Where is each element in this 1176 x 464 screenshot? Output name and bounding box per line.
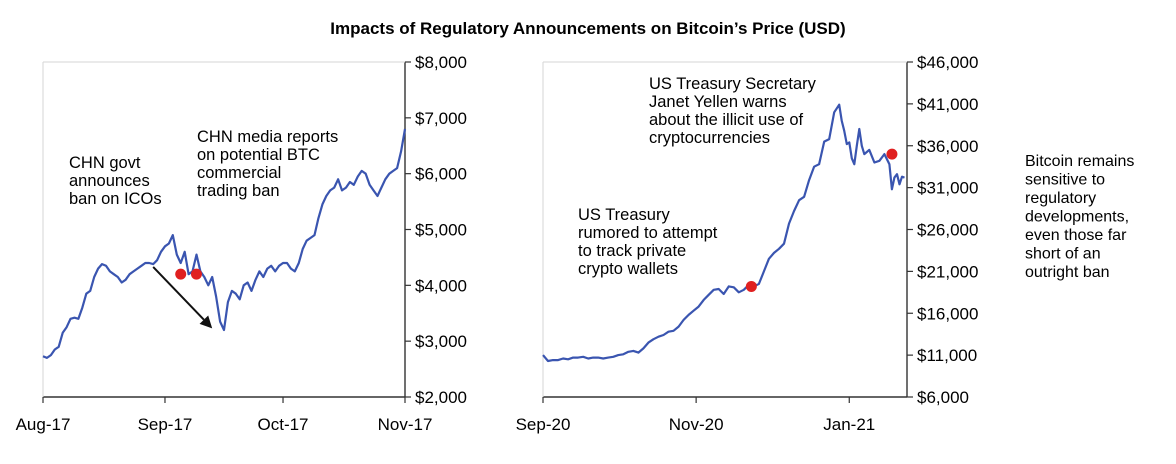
side-note-line: outright ban [1025, 264, 1110, 281]
side-note-line: short of an [1025, 246, 1101, 263]
chart-title: Impacts of Regulatory Announcements on B… [330, 19, 845, 38]
y-tick-label: $4,000 [415, 276, 467, 295]
side-note-line: regulatory [1025, 190, 1096, 207]
annotation-line: Janet Yellen warns [649, 93, 787, 111]
y-tick-label: $46,000 [917, 53, 978, 72]
annotation-line: rumored to attempt [578, 224, 718, 242]
annotation-line: US Treasury Secretary [649, 75, 817, 93]
event-marker [190, 268, 202, 280]
annotation-line: ban on ICOs [69, 190, 162, 208]
arrow-head [199, 315, 213, 329]
y-tick-label: $16,000 [917, 304, 978, 323]
y-tick-label: $6,000 [415, 165, 467, 184]
event-marker [886, 148, 898, 160]
y-tick-label: $26,000 [917, 221, 978, 240]
annotation-line: US Treasury [578, 206, 670, 224]
event-marker [745, 280, 757, 292]
side-note-line: even those far [1025, 227, 1127, 244]
x-tick-label: Nov-17 [378, 415, 433, 434]
x-tick-label: Sep-20 [516, 415, 571, 434]
annotation-line: on potential BTC [197, 146, 320, 164]
side-note-line: Bitcoin remains [1025, 153, 1134, 170]
y-tick-label: $5,000 [415, 221, 467, 240]
annotation-line: announces [69, 172, 150, 190]
left-price-line [42, 128, 407, 359]
y-tick-label: $8,000 [415, 53, 467, 72]
annotation-line: cryptocurrencies [649, 129, 770, 147]
side-note: Bitcoin remains sensitive to regulatory … [1025, 153, 1139, 281]
x-tick-label: Sep-17 [138, 415, 193, 434]
arrow-shaft [152, 266, 205, 321]
x-tick-label: Jan-21 [823, 415, 875, 434]
annotation-line: trading ban [197, 182, 280, 200]
x-tick-label: Aug-17 [16, 415, 71, 434]
annotation-line: about the illicit use of [649, 111, 804, 129]
event-marker [175, 268, 187, 280]
annotation-line: crypto wallets [578, 260, 678, 278]
y-tick-label: $3,000 [415, 332, 467, 351]
left-chart: $8,000 $7,000 $6,000 $5,000 $4,000 $3,000 $2,0… [16, 53, 467, 434]
x-tick-label: Nov-20 [669, 415, 724, 434]
side-note-line: sensitive to [1025, 172, 1105, 189]
right-chart: $46,000 $41,000 $36,000 $31,000 $26,000 $21,0… [516, 53, 979, 434]
y-tick-label: $41,000 [917, 95, 978, 114]
y-tick-label: $2,000 [415, 388, 467, 407]
right-annotation-yellen: US Treasury Secretary Janet Yellen warns… [649, 75, 820, 147]
annotation-line: to track private [578, 242, 686, 260]
right-annotation-wallets: US Treasury rumored to attempt to track … [578, 206, 722, 278]
left-annotation-trading-ban: CHN media reports on potential BTC comme… [197, 128, 343, 200]
y-tick-label: $36,000 [917, 137, 978, 156]
y-tick-label: $6,000 [917, 388, 969, 407]
y-tick-label: $11,000 [917, 346, 977, 365]
annotation-line: commercial [197, 164, 281, 182]
x-tick-label: Oct-17 [258, 415, 309, 434]
annotation-line: CHN govt [69, 154, 141, 172]
left-annotation-ban-icos: CHN govt announces ban on ICOs [69, 154, 162, 208]
y-tick-label: $31,000 [917, 179, 978, 198]
right-price-line [542, 103, 905, 363]
side-note-line: developments, [1025, 209, 1129, 226]
y-tick-label: $7,000 [415, 109, 467, 128]
annotation-line: CHN media reports [197, 128, 338, 146]
y-tick-label: $21,000 [917, 262, 978, 281]
